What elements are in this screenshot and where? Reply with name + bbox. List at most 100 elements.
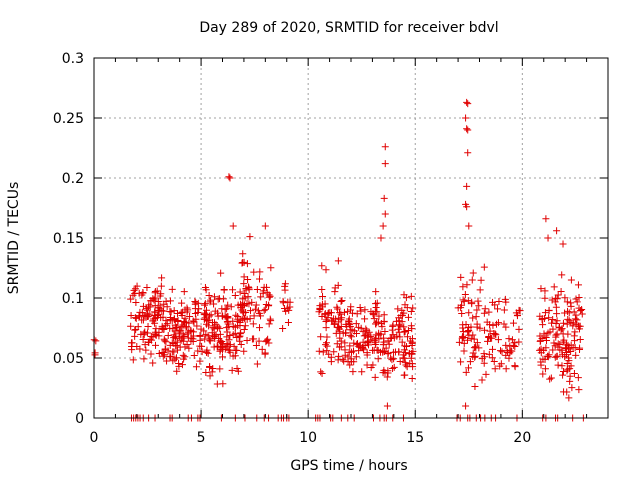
data-point xyxy=(361,315,369,323)
data-point xyxy=(357,324,365,332)
data-point xyxy=(229,286,237,294)
data-point xyxy=(334,324,342,332)
data-point xyxy=(250,268,258,276)
data-point xyxy=(458,301,466,309)
data-point xyxy=(408,375,416,383)
data-point xyxy=(213,380,221,388)
data-point xyxy=(481,353,489,361)
data-point xyxy=(565,309,573,317)
data-point xyxy=(546,375,554,383)
data-point xyxy=(573,298,581,306)
data-point xyxy=(489,345,497,353)
data-point xyxy=(317,333,325,341)
data-point xyxy=(257,293,265,301)
data-point xyxy=(539,321,547,329)
data-point xyxy=(223,318,231,326)
data-point xyxy=(498,348,506,356)
data-point xyxy=(361,306,369,314)
data-point xyxy=(134,323,142,331)
data-point xyxy=(463,125,471,133)
data-point xyxy=(494,305,502,313)
data-point xyxy=(490,357,498,365)
data-point xyxy=(229,222,237,230)
data-point xyxy=(466,358,474,366)
data-point xyxy=(169,357,177,365)
data-point xyxy=(476,324,484,332)
data-point xyxy=(212,331,220,339)
data-point xyxy=(553,317,561,325)
data-point xyxy=(540,332,548,340)
data-point xyxy=(231,291,239,299)
data-point xyxy=(460,347,468,355)
data-point xyxy=(256,324,264,332)
data-point xyxy=(233,334,241,342)
data-point xyxy=(553,227,561,235)
data-point xyxy=(358,368,366,376)
y-tick-label: 0.1 xyxy=(62,291,84,307)
data-point xyxy=(206,298,214,306)
data-point xyxy=(381,210,389,218)
data-point xyxy=(239,259,247,267)
data-point xyxy=(260,283,268,291)
data-point xyxy=(563,388,571,396)
data-point xyxy=(363,331,371,339)
data-point xyxy=(463,281,471,289)
data-point xyxy=(139,316,147,324)
data-point xyxy=(318,312,326,320)
data-point xyxy=(563,349,571,357)
data-point xyxy=(341,339,349,347)
data-point xyxy=(473,320,481,328)
data-point xyxy=(515,325,523,333)
data-point xyxy=(563,367,571,375)
data-point xyxy=(464,327,472,335)
data-point xyxy=(408,341,416,349)
data-point xyxy=(239,308,247,316)
data-point xyxy=(395,348,403,356)
data-point xyxy=(390,334,398,342)
data-point xyxy=(502,323,510,331)
data-point xyxy=(480,309,488,317)
data-point xyxy=(210,325,218,333)
data-point xyxy=(460,297,468,305)
data-point xyxy=(565,394,573,402)
data-point xyxy=(229,317,237,325)
data-point xyxy=(319,348,327,356)
data-point xyxy=(323,347,331,355)
data-point xyxy=(404,333,412,341)
data-point xyxy=(263,337,271,345)
data-point xyxy=(240,309,248,317)
data-point xyxy=(153,287,161,295)
data-point xyxy=(141,328,149,336)
data-point xyxy=(255,337,263,345)
data-point xyxy=(541,294,549,302)
data-point xyxy=(284,298,292,306)
data-point xyxy=(401,327,409,335)
data-point xyxy=(565,357,573,365)
data-point xyxy=(395,317,403,325)
data-point xyxy=(400,323,408,331)
data-point xyxy=(571,328,579,336)
data-point xyxy=(480,263,488,271)
data-point xyxy=(471,382,479,390)
data-point xyxy=(131,289,139,297)
data-point xyxy=(554,343,562,351)
data-point xyxy=(189,328,197,336)
data-point xyxy=(575,386,583,394)
data-point xyxy=(464,364,472,372)
data-point xyxy=(505,335,513,343)
data-point xyxy=(473,306,481,314)
data-point xyxy=(363,349,371,357)
data-point xyxy=(205,291,213,299)
data-point xyxy=(222,313,230,321)
data-point xyxy=(335,314,343,322)
data-point xyxy=(243,260,251,268)
data-point xyxy=(460,339,468,347)
data-point xyxy=(210,300,218,308)
data-point xyxy=(340,308,348,316)
grid-lines xyxy=(94,58,608,418)
data-point xyxy=(464,126,472,134)
data-point xyxy=(371,341,379,349)
data-point xyxy=(180,288,188,296)
data-point xyxy=(567,276,575,284)
data-point xyxy=(502,365,510,373)
